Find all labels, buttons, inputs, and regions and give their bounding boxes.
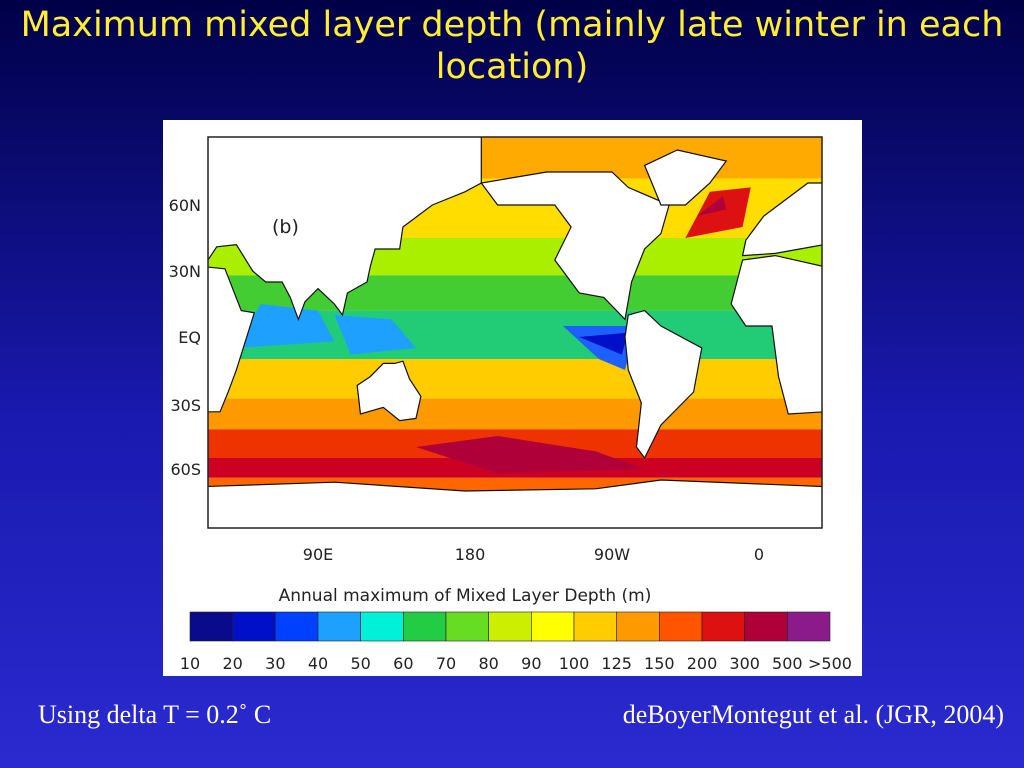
colorbar-segment	[445, 611, 489, 642]
colorbar-segment	[403, 611, 447, 642]
lon-label: 0	[754, 545, 764, 564]
colorbar-segment	[232, 611, 276, 642]
map-frame	[207, 136, 823, 529]
land	[208, 266, 256, 413]
colorbar-label: 90	[521, 654, 541, 673]
ocean-band	[208, 359, 822, 399]
colorbar-label: 10	[180, 654, 200, 673]
land	[208, 479, 822, 528]
land	[208, 137, 482, 322]
colorbar-label: 60	[393, 654, 413, 673]
colorbar-label: 500	[772, 654, 803, 673]
colorbar-segment	[744, 611, 788, 642]
land	[643, 149, 728, 206]
lat-label: 30N	[169, 262, 201, 281]
colorbar-label: 200	[687, 654, 718, 673]
map	[208, 137, 822, 528]
colorbar-label: >500	[808, 654, 852, 673]
lon-label: 180	[455, 545, 486, 564]
colorbar-label: 150	[644, 654, 675, 673]
panel-label: (b)	[272, 216, 299, 238]
lat-label: 60N	[169, 196, 201, 215]
colorbar-title: Annual maximum of Mixed Layer Depth (m)	[279, 586, 652, 606]
colorbar-segment	[787, 611, 831, 642]
land	[741, 182, 822, 257]
colorbar-segment	[360, 611, 404, 642]
lat-label: 60S	[170, 460, 201, 479]
land	[624, 309, 703, 460]
land	[730, 254, 822, 415]
ocean-band	[208, 398, 822, 430]
colorbar-label: 40	[308, 654, 328, 673]
slide-title: Maximum mixed layer depth (mainly late w…	[20, 5, 1004, 87]
colorbar-label: 20	[222, 654, 242, 673]
colorbar-label: 80	[478, 654, 498, 673]
colorbar-segment	[275, 611, 319, 642]
colorbar-label: 125	[601, 654, 632, 673]
lat-label: EQ	[178, 328, 201, 347]
colorbar-segment	[616, 611, 660, 642]
colorbar-label: 50	[350, 654, 370, 673]
ocean-patch	[696, 196, 727, 216]
colorbar-segment	[189, 611, 233, 642]
footer-right: deBoyerMontegut et al. (JGR, 2004)	[622, 700, 1004, 729]
land	[480, 171, 670, 321]
colorbar-segment	[701, 611, 745, 642]
ocean-patch	[334, 315, 416, 355]
ocean-patch	[579, 332, 629, 355]
colorbar-segment	[573, 611, 617, 642]
lat-label: 30S	[170, 396, 201, 415]
ocean-patch	[236, 304, 335, 348]
colorbar-segment	[317, 611, 361, 642]
colorbar-segment	[488, 611, 532, 642]
colorbar-segment	[531, 611, 575, 642]
ocean-patch	[685, 187, 751, 238]
colorbar-label: 300	[729, 654, 760, 673]
colorbar-label: 70	[436, 654, 456, 673]
footer-left: Using delta T = 0.2˚ C	[38, 700, 272, 729]
land	[356, 360, 422, 422]
colorbar: 10 20 30 40 50 60 70 80 90 100 125 150 200 300 500 >500	[180, 611, 852, 673]
lon-label: 90E	[303, 545, 333, 564]
lon-label: 90W	[594, 545, 630, 564]
colorbar-label: 30	[265, 654, 285, 673]
colorbar-segment	[659, 611, 703, 642]
colorbar-label: 100	[559, 654, 590, 673]
ocean-patch	[415, 436, 645, 474]
